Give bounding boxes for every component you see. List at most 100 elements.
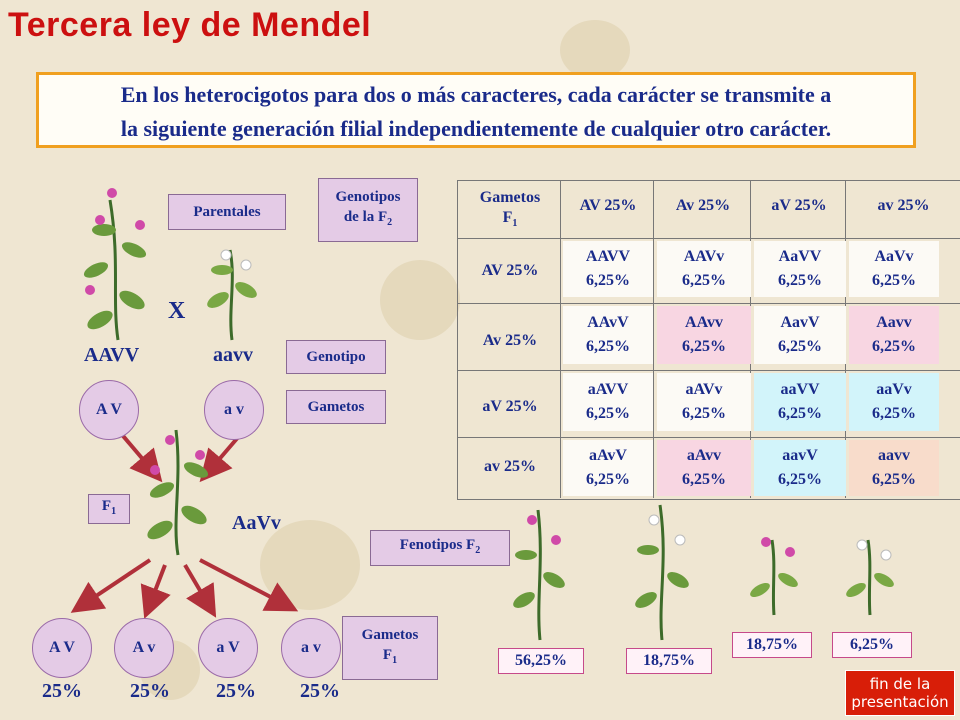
cell-percentage: 6,25% bbox=[872, 272, 916, 289]
col-header: AV 25% bbox=[579, 197, 637, 214]
punnett-cell: aavV 6,25% bbox=[754, 440, 846, 496]
cell-genotype: AaVv bbox=[874, 248, 914, 265]
grid-line bbox=[457, 303, 960, 304]
grid-line bbox=[653, 180, 654, 498]
fenotipos-f2-label: Fenotipos F2 bbox=[370, 530, 510, 566]
punnett-cell: aaVV 6,25% bbox=[754, 373, 846, 431]
col-header: av 25% bbox=[877, 197, 930, 214]
statement-line-2: la siguiente generación filial independi… bbox=[120, 116, 832, 141]
row-header: aV 25% bbox=[482, 398, 538, 415]
end-button-line-1: fin de la bbox=[869, 675, 931, 693]
f1-gamete-pct: 25% bbox=[216, 680, 256, 702]
end-presentation-button[interactable]: fin de la presentación bbox=[845, 670, 955, 716]
plant-aavv-recessive-parent bbox=[207, 249, 257, 341]
punnett-cell: aAvv 6,25% bbox=[657, 440, 751, 496]
background-blob bbox=[380, 260, 460, 340]
punnett-cell: aAVv 6,25% bbox=[657, 373, 751, 431]
punnett-cell: AAVv 6,25% bbox=[657, 241, 751, 297]
f1-gamete-circle: A V bbox=[32, 618, 92, 678]
punnett-cell: AAVV 6,25% bbox=[563, 241, 653, 297]
row-header: AV 25% bbox=[481, 262, 539, 279]
punnett-cell: AavV 6,25% bbox=[754, 306, 846, 364]
cell-genotype: AAvv bbox=[685, 314, 723, 331]
cell-percentage: 6,25% bbox=[872, 405, 916, 422]
cell-percentage: 6,25% bbox=[778, 272, 822, 289]
background-blob bbox=[560, 20, 630, 80]
cell-genotype: AAvV bbox=[587, 314, 629, 331]
col-header: Av 25% bbox=[675, 197, 731, 214]
plant-phenotype-2 bbox=[635, 504, 689, 641]
f1-gamete-pct: 25% bbox=[300, 680, 340, 702]
plant-aavv-parent bbox=[83, 188, 147, 341]
row-header: Av 25% bbox=[482, 332, 538, 349]
cell-genotype: aavV bbox=[782, 447, 818, 464]
gametos-label: Gametos bbox=[286, 390, 386, 424]
f1-label: F1 bbox=[88, 494, 130, 524]
cell-percentage: 6,25% bbox=[682, 272, 726, 289]
statement-line-1: En los heterocigotos para dos o más cara… bbox=[120, 82, 832, 107]
gametos-f1-label: Gametos F1 bbox=[342, 616, 438, 680]
cell-genotype: aavv bbox=[878, 447, 910, 464]
punnett-square bbox=[457, 180, 960, 500]
grid-line bbox=[560, 180, 561, 498]
law-statement: En los heterocigotos para dos o más cara… bbox=[36, 72, 916, 148]
plant-f1 bbox=[147, 429, 209, 556]
cell-genotype: AaVV bbox=[778, 248, 822, 265]
cell-genotype: aAVV bbox=[587, 381, 629, 398]
end-button-line-2: presentación bbox=[851, 693, 949, 711]
f1-genotype: AaVv bbox=[232, 512, 281, 534]
cell-genotype: AavV bbox=[780, 314, 820, 331]
plant-phenotype-1 bbox=[513, 509, 565, 641]
arrow-left-gamete bbox=[116, 428, 163, 483]
punnett-cell: aavv 6,25% bbox=[849, 440, 939, 496]
f1-gamete-circle: a V bbox=[198, 618, 258, 678]
cell-genotype: AAVV bbox=[585, 248, 631, 265]
f1-gamete-circle: A v bbox=[114, 618, 174, 678]
gamete-circle-right: a v bbox=[204, 380, 264, 440]
f1-gamete-pct: 25% bbox=[130, 680, 170, 702]
cell-genotype: AAVv bbox=[683, 248, 725, 265]
cell-genotype: aAVv bbox=[685, 381, 723, 398]
f1-gamete-circle: a v bbox=[281, 618, 341, 678]
genotipo-label: Genotipo bbox=[286, 340, 386, 374]
cell-genotype: aAvV bbox=[589, 447, 627, 464]
cell-percentage: 6,25% bbox=[778, 338, 822, 355]
cross-symbol: X bbox=[168, 298, 186, 324]
cell-percentage: 6,25% bbox=[872, 471, 916, 488]
cell-percentage: 6,25% bbox=[682, 471, 726, 488]
grid-line bbox=[457, 238, 960, 239]
phenotype-pct: 6,25% bbox=[832, 632, 912, 658]
punnett-cell: aAVV 6,25% bbox=[563, 373, 653, 431]
phenotype-pct: 18,75% bbox=[732, 632, 812, 658]
grid-line bbox=[457, 437, 960, 438]
punnett-cell: aaVv 6,25% bbox=[849, 373, 939, 431]
cell-percentage: 6,25% bbox=[872, 338, 916, 355]
cell-genotype: aAvv bbox=[686, 447, 722, 464]
cell-percentage: 6,25% bbox=[586, 471, 630, 488]
cell-percentage: 6,25% bbox=[586, 338, 630, 355]
plant-phenotype-3 bbox=[750, 537, 798, 616]
plant-phenotype-4 bbox=[846, 539, 894, 616]
gamete-circle-left: A V bbox=[79, 380, 139, 440]
cell-genotype: aaVV bbox=[780, 381, 820, 398]
phenotype-pct: 18,75% bbox=[626, 648, 712, 674]
cell-percentage: 6,25% bbox=[778, 471, 822, 488]
punnett-cell: aAvV 6,25% bbox=[563, 440, 653, 496]
cell-genotype: Aavv bbox=[876, 314, 912, 331]
row-header: av 25% bbox=[484, 458, 536, 475]
punnett-cell: AAvv 6,25% bbox=[657, 306, 751, 364]
grid-line bbox=[457, 370, 960, 371]
cell-percentage: 6,25% bbox=[586, 272, 630, 289]
cell-percentage: 6,25% bbox=[778, 405, 822, 422]
punnett-cell: Aavv 6,25% bbox=[849, 306, 939, 364]
cell-percentage: 6,25% bbox=[682, 405, 726, 422]
arrow-right-gamete bbox=[199, 433, 242, 483]
parent-genotype-left: AAVV bbox=[84, 344, 140, 366]
cell-genotype: aaVv bbox=[876, 381, 912, 398]
cell-percentage: 6,25% bbox=[586, 405, 630, 422]
genotipos-f2-label: Genotipos de la F2 bbox=[318, 178, 418, 242]
punnett-cell: AaVv 6,25% bbox=[849, 241, 939, 297]
parentales-label: Parentales bbox=[168, 194, 286, 230]
f1-gamete-pct: 25% bbox=[42, 680, 82, 702]
